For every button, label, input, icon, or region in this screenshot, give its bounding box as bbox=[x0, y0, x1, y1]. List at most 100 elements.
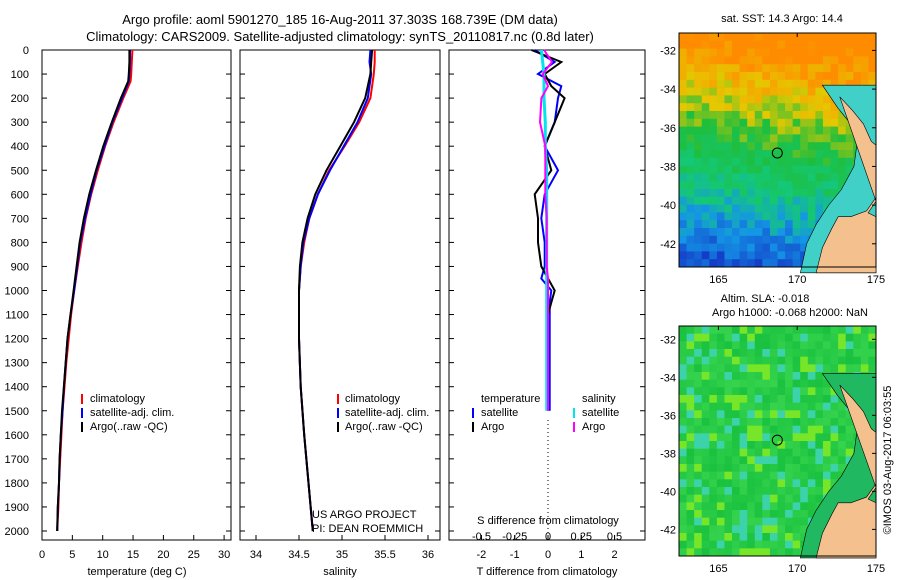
map-cell bbox=[739, 533, 748, 542]
map-cell bbox=[716, 333, 725, 342]
map-cell bbox=[762, 64, 771, 73]
map-cell bbox=[785, 64, 794, 73]
map-cell bbox=[807, 79, 816, 89]
map-cell bbox=[709, 372, 718, 381]
map-cell bbox=[769, 79, 778, 89]
map-cell bbox=[777, 235, 786, 245]
map-cell bbox=[845, 165, 854, 174]
map-cell bbox=[769, 95, 778, 104]
map-cell bbox=[747, 456, 756, 465]
map-cell bbox=[762, 142, 771, 151]
map-cell bbox=[709, 540, 718, 549]
map-cell bbox=[747, 333, 756, 342]
map-cell bbox=[830, 418, 839, 427]
map-cell bbox=[807, 379, 816, 388]
map-cell bbox=[694, 134, 703, 143]
map-cell bbox=[777, 95, 786, 104]
map-cell bbox=[686, 433, 695, 442]
map-cell bbox=[822, 181, 832, 190]
map-cell bbox=[769, 326, 778, 335]
map-cell bbox=[686, 349, 695, 358]
map-cell bbox=[679, 235, 688, 245]
map-cell bbox=[694, 510, 703, 519]
map-cell bbox=[701, 87, 710, 96]
map-cell bbox=[754, 103, 763, 112]
y-tick-label: 200 bbox=[11, 93, 29, 105]
map-cell bbox=[754, 134, 763, 143]
map-cell bbox=[785, 72, 794, 81]
map-cell bbox=[709, 494, 718, 503]
map-cell bbox=[679, 196, 688, 206]
map-cell bbox=[785, 40, 794, 50]
map-cell bbox=[807, 387, 816, 396]
map-cell bbox=[792, 173, 801, 182]
map-cell bbox=[732, 220, 741, 229]
map-cell bbox=[807, 212, 816, 221]
map-cell bbox=[724, 379, 733, 388]
map-cell bbox=[777, 425, 786, 434]
map-cell bbox=[701, 379, 710, 388]
map-cell bbox=[800, 196, 809, 206]
salinity-xlabel: salinity bbox=[323, 566, 357, 578]
project-annotation: US ARGO PROJECT bbox=[312, 509, 417, 521]
map-cell bbox=[762, 517, 771, 526]
map-cell bbox=[701, 118, 710, 128]
map-cell bbox=[822, 464, 832, 473]
map-cell bbox=[701, 548, 710, 557]
map-cell bbox=[679, 118, 688, 128]
map-cell bbox=[709, 33, 718, 42]
map-cell bbox=[694, 402, 703, 411]
map-cell bbox=[679, 126, 688, 135]
map-cell bbox=[830, 181, 839, 190]
map-cell bbox=[747, 134, 756, 143]
map-cell bbox=[732, 364, 741, 373]
lat-tick-label: -32 bbox=[660, 45, 676, 57]
map-cell bbox=[732, 56, 741, 65]
x-tick-label: 10 bbox=[97, 549, 109, 561]
map-cell bbox=[762, 479, 771, 488]
map-cell bbox=[838, 157, 847, 167]
map-cell bbox=[815, 441, 824, 450]
map-cell bbox=[762, 228, 771, 237]
map-cell bbox=[769, 548, 778, 557]
map-cell bbox=[747, 494, 756, 503]
map-cell bbox=[716, 494, 725, 503]
map-cell bbox=[815, 349, 824, 358]
map-cell bbox=[747, 379, 756, 388]
map-cell bbox=[694, 540, 703, 549]
map-cell bbox=[830, 448, 839, 457]
map-cell bbox=[807, 326, 816, 335]
map-cell bbox=[694, 259, 703, 268]
map-cell bbox=[830, 402, 839, 411]
map-cell bbox=[777, 487, 786, 496]
map-cell bbox=[686, 326, 695, 335]
map-cell bbox=[754, 251, 763, 260]
map-cell bbox=[747, 349, 756, 358]
map-cell bbox=[747, 95, 756, 104]
lat-tick-label: -34 bbox=[660, 372, 676, 384]
map-cell bbox=[777, 259, 786, 268]
map-cell bbox=[724, 510, 733, 519]
map-cell bbox=[815, 425, 824, 434]
map-cell bbox=[739, 126, 748, 135]
map-cell bbox=[815, 165, 824, 174]
map-cell bbox=[739, 387, 748, 396]
map-cell bbox=[739, 103, 748, 112]
map-cell bbox=[679, 87, 688, 96]
lon-tick-label: 165 bbox=[709, 274, 727, 286]
map-cell bbox=[785, 525, 794, 534]
map-cell bbox=[777, 56, 786, 65]
map-cell bbox=[732, 72, 741, 81]
map-cell bbox=[694, 364, 703, 373]
map-cell bbox=[724, 64, 733, 73]
map-cell bbox=[686, 56, 695, 65]
map-cell bbox=[800, 103, 809, 112]
map-cell bbox=[785, 395, 794, 404]
map-cell bbox=[709, 487, 718, 496]
map-cell bbox=[739, 243, 748, 252]
map-cell bbox=[754, 456, 763, 465]
map-cell bbox=[815, 464, 824, 473]
map-cell bbox=[754, 341, 763, 350]
map-cell bbox=[724, 418, 733, 427]
map-cell bbox=[762, 33, 771, 42]
